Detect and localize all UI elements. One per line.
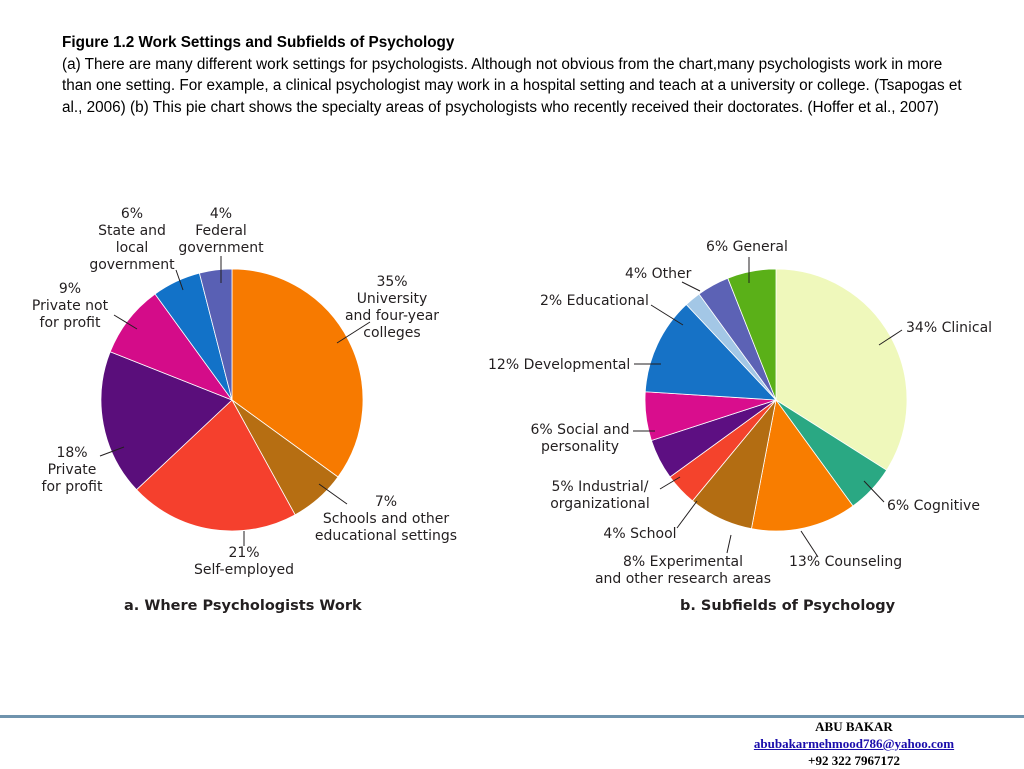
pie-slice-federal-government — [198, 268, 233, 401]
leader-line-industrial-organizational — [659, 476, 681, 490]
leader-line-school — [676, 500, 698, 529]
slice-label-state-and-local-government: 6% State and local government — [89, 206, 175, 273]
slice-label-school: 4% School — [603, 526, 676, 542]
slice-label-cognitive: 6% Cognitive — [887, 498, 980, 514]
slice-label-other: 4% Other — [625, 266, 692, 282]
slice-label-social-and-personality: 6% Social and personality — [531, 422, 630, 455]
leader-line-other — [681, 281, 701, 292]
slice-label-counseling: 13% Counseling — [789, 554, 902, 570]
leader-line-schools-and-other-educational-settings — [318, 483, 348, 505]
leader-line-private-for-profit — [99, 446, 125, 457]
slice-label-schools-and-other-educational-settings: 7% Schools and other educational settings — [315, 494, 457, 544]
figure-description: (a) There are many different work settin… — [62, 55, 962, 116]
slice-label-self-employed: 21% Self-employed — [194, 545, 294, 578]
figure-title: Figure 1.2 Work Settings and Subfields o… — [62, 34, 455, 51]
author-name: ABU BAKAR — [815, 719, 893, 734]
author-email-link[interactable]: abubakarmehmood786@yahoo.com — [753, 736, 955, 751]
pie-slice-developmental — [644, 303, 777, 401]
footer: ABU BAKAR abubakarmehmood786@yahoo.com +… — [724, 718, 984, 769]
footer-divider — [0, 715, 1024, 718]
leader-line-private-not-for-profit — [113, 314, 138, 330]
slice-label-federal-government: 4% Federal government — [178, 206, 264, 256]
slice-label-developmental: 12% Developmental — [488, 357, 630, 373]
leader-line-experimental-and-other-research-areas — [726, 534, 732, 554]
author-phone: +92 322 7967172 — [808, 753, 900, 768]
leader-line-clinical — [878, 329, 903, 346]
slice-label-university-and-four-year-colleges: 35% University and four-year colleges — [345, 274, 439, 341]
slice-label-clinical: 34% Clinical — [906, 320, 992, 336]
slice-label-general: 6% General — [706, 239, 788, 255]
slice-label-experimental-and-other-research-areas: 8% Experimental and other research areas — [595, 554, 771, 587]
pie-chart-subfields: 34% Clinical 6% Cognitive 13% Counseling 8%… — [488, 239, 992, 587]
leader-line-counseling — [800, 530, 819, 558]
pie-slice-private-for-profit — [100, 351, 233, 491]
leader-line-state-and-local-government — [175, 269, 184, 291]
leader-line-university-and-four-year-colleges — [336, 321, 371, 344]
pie-slice-university-and-four-year-colleges — [231, 268, 364, 478]
chart-a-subtitle: a. Where Psychologists Work — [124, 598, 362, 614]
slice-label-educational: 2% Educational — [540, 293, 649, 309]
pie-chart-work-settings: 35% University and four-year colleges 7% Scho… — [32, 206, 457, 578]
figure-caption: Figure 1.2 Work Settings and Subfields o… — [62, 32, 967, 118]
pie-slice-self-employed — [135, 399, 296, 532]
slice-label-private-for-profit: 18% Private for profit — [42, 445, 103, 495]
slice-label-private-not-for-profit: 9% Private not for profit — [32, 281, 109, 331]
leader-line-educational — [650, 304, 684, 326]
slice-label-industrial-organizational: 5% Industrial/organizational — [550, 479, 650, 512]
leader-line-cognitive — [863, 480, 885, 503]
chart-b-subtitle: b. Subfields of Psychology — [680, 598, 896, 614]
pie-slice-general — [727, 268, 777, 401]
pie-slice-counseling — [750, 399, 854, 532]
